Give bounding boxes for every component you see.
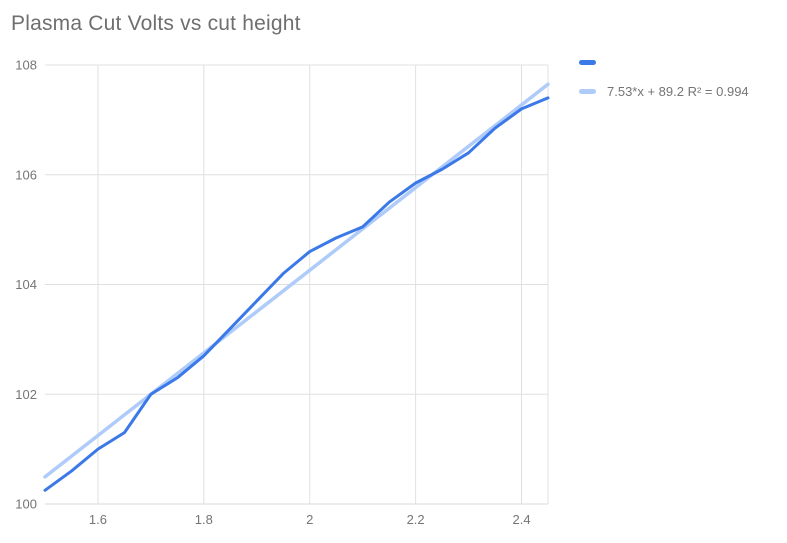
chart-title: Plasma Cut Volts vs cut height bbox=[11, 12, 301, 35]
x-tick-label: 2.4 bbox=[512, 512, 530, 527]
y-tick-label: 100 bbox=[15, 497, 37, 512]
trendline bbox=[43, 82, 550, 479]
legend: 7.53*x + 89.2 R² = 0.994 bbox=[579, 56, 749, 99]
x-tick-label: 2 bbox=[306, 512, 313, 527]
y-tick-label: 102 bbox=[15, 387, 37, 402]
x-tick-label: 2.2 bbox=[407, 512, 425, 527]
series-line bbox=[43, 96, 550, 492]
legend-item-trendline: 7.53*x + 89.2 R² = 0.994 bbox=[579, 84, 749, 99]
legend-item-series bbox=[579, 56, 749, 68]
legend-label-trendline: 7.53*x + 89.2 R² = 0.994 bbox=[607, 84, 749, 99]
x-tick-label: 1.8 bbox=[195, 512, 213, 527]
legend-swatch-trendline bbox=[579, 89, 596, 94]
y-tick-label: 104 bbox=[15, 277, 37, 292]
y-tick-label: 106 bbox=[15, 167, 37, 182]
y-tick-label: 108 bbox=[15, 58, 37, 73]
legend-swatch-series bbox=[579, 59, 596, 65]
x-tick-label: 1.6 bbox=[89, 512, 107, 527]
